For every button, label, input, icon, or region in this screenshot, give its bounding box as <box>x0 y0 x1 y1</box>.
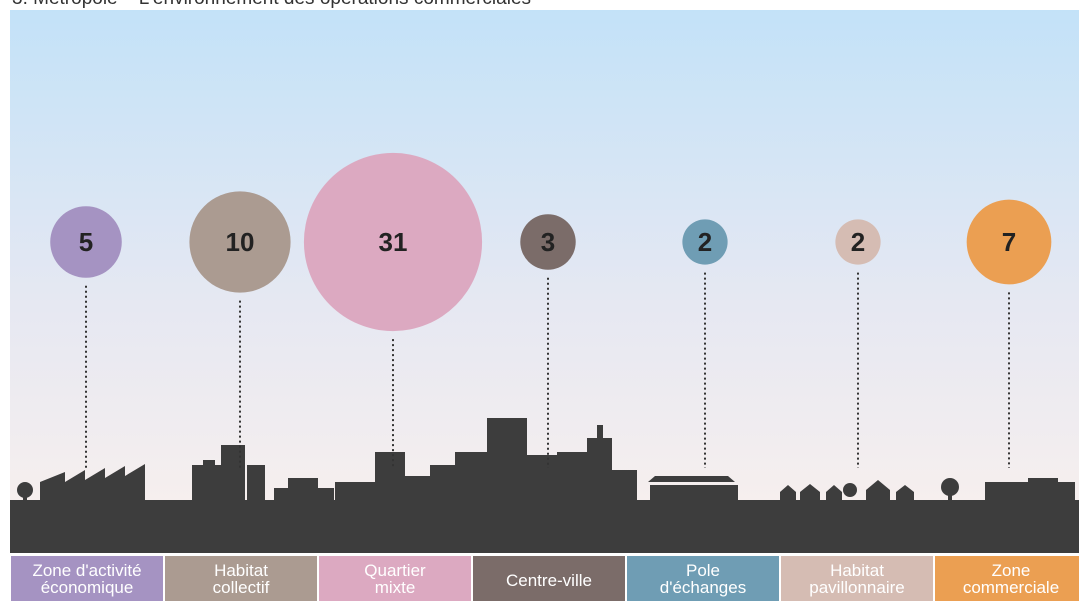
bubble-label: 5 <box>79 227 93 257</box>
category-label-line: d'échanges <box>660 578 746 597</box>
category-label-line: commerciale <box>963 578 1059 597</box>
bubble-label: 7 <box>1002 227 1016 257</box>
category-label-line: Centre-ville <box>506 571 592 590</box>
category-label-line: mixte <box>375 578 416 597</box>
bubble-label: 2 <box>698 227 712 257</box>
infographic: 3. Métropole – L'environnement des opéra… <box>0 0 1079 601</box>
category-label-line: collectif <box>213 578 270 597</box>
bubble-label: 31 <box>379 227 408 257</box>
category-label-line: économique <box>41 578 134 597</box>
category-label-line: pavillonnaire <box>809 578 904 597</box>
bubble-label: 2 <box>851 227 865 257</box>
bubble-label: 3 <box>541 227 555 257</box>
chart-title: 3. Métropole – L'environnement des opéra… <box>12 0 531 9</box>
category-label: Centre-ville <box>506 571 592 590</box>
bubble-label: 10 <box>226 227 255 257</box>
